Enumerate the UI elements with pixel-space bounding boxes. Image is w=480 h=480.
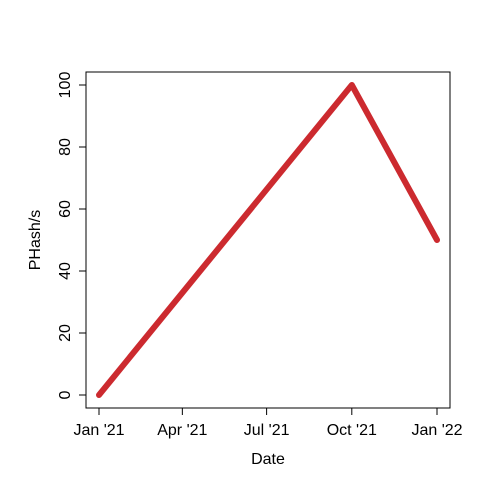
series-layer xyxy=(96,82,440,398)
x-tick-label: Jan '21 xyxy=(73,422,124,439)
y-axis: 0 20 40 60 80 100 xyxy=(57,72,87,399)
x-tick-label: Apr '21 xyxy=(157,422,207,439)
y-tick-label: 40 xyxy=(57,262,74,280)
y-tick-label: 80 xyxy=(57,138,74,156)
y-tick-label: 60 xyxy=(57,200,74,218)
x-tick-label: Jan '22 xyxy=(411,422,462,439)
series-line xyxy=(96,82,440,398)
y-tick-label: 0 xyxy=(57,390,74,399)
x-axis: Jan '21 Apr '21 Jul '21 Oct '21 Jan '22 xyxy=(73,407,463,439)
y-tick-label: 100 xyxy=(57,72,74,99)
plot-frame xyxy=(85,71,451,409)
y-tick-label: 20 xyxy=(57,324,74,342)
x-tick-label: Jul '21 xyxy=(244,422,290,439)
y-axis-title: PHash/s xyxy=(27,210,44,270)
x-tick-label: Oct '21 xyxy=(327,422,377,439)
x-axis-title: Date xyxy=(251,451,285,468)
